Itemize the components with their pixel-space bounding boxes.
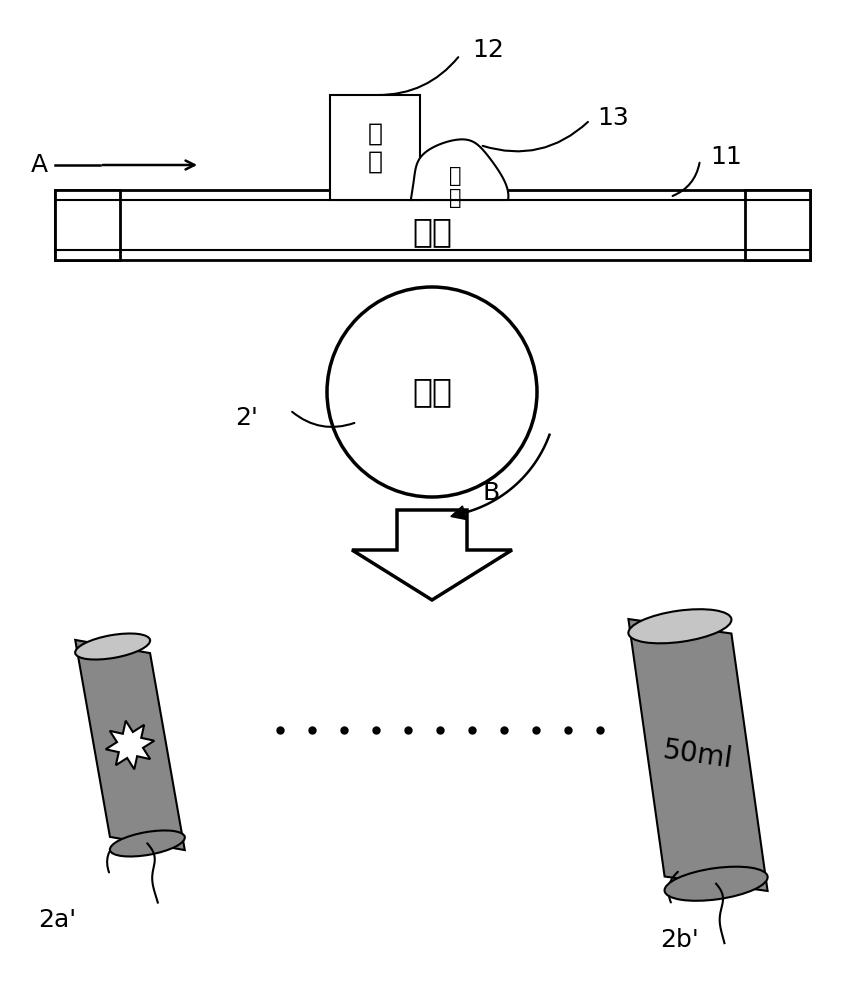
Text: 2a': 2a' — [38, 908, 76, 932]
Ellipse shape — [75, 633, 151, 660]
Polygon shape — [451, 506, 466, 519]
Bar — [330, 95, 420, 200]
Text: 刮
板: 刮 板 — [368, 122, 382, 173]
Text: B: B — [483, 481, 500, 505]
Ellipse shape — [628, 609, 732, 643]
Text: 网版: 网版 — [412, 216, 452, 248]
Circle shape — [327, 287, 537, 497]
Ellipse shape — [110, 830, 185, 857]
Text: 工件: 工件 — [412, 375, 452, 408]
Text: 2b': 2b' — [660, 928, 699, 952]
Text: 13: 13 — [597, 106, 629, 130]
Polygon shape — [352, 510, 512, 600]
Text: 12: 12 — [472, 38, 504, 62]
Text: 油
黑: 油 黑 — [449, 166, 461, 208]
Polygon shape — [75, 640, 185, 850]
Bar — [55, 190, 810, 260]
Ellipse shape — [664, 867, 767, 901]
Bar — [55, 190, 120, 260]
Polygon shape — [410, 139, 509, 200]
Text: 2': 2' — [235, 406, 258, 430]
Bar — [745, 190, 810, 260]
Text: 50ml: 50ml — [661, 736, 734, 774]
Text: A: A — [31, 153, 48, 177]
Text: 11: 11 — [710, 145, 742, 169]
Polygon shape — [106, 721, 154, 769]
Polygon shape — [628, 619, 767, 891]
